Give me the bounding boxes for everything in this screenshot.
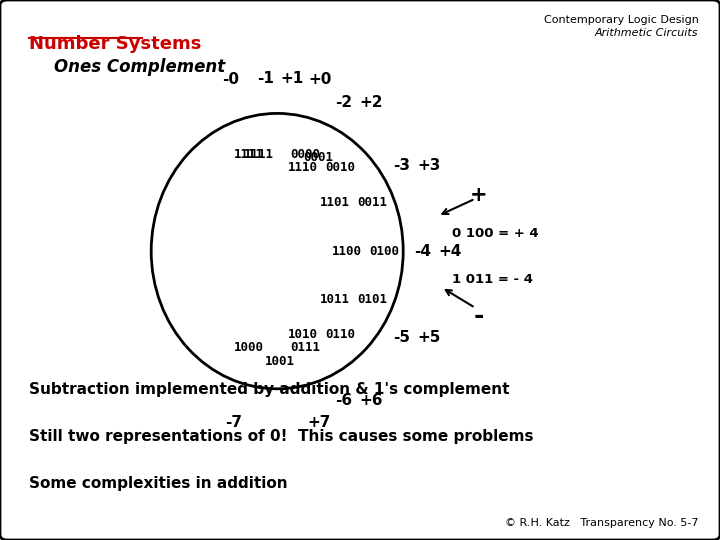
Text: Subtraction implemented by addition & 1's complement: Subtraction implemented by addition & 1'… xyxy=(29,382,509,397)
Ellipse shape xyxy=(151,113,403,389)
Text: 1011: 1011 xyxy=(320,293,350,306)
Text: +3: +3 xyxy=(417,158,441,173)
Text: -2: -2 xyxy=(336,94,352,110)
Text: +2: +2 xyxy=(359,94,383,110)
Text: 1100: 1100 xyxy=(332,245,361,258)
Text: © R.H. Katz   Transparency No. 5-7: © R.H. Katz Transparency No. 5-7 xyxy=(505,518,698,528)
Text: 1110: 1110 xyxy=(288,161,318,174)
Text: 1001: 1001 xyxy=(265,355,295,368)
Text: 0100: 0100 xyxy=(369,245,399,258)
Text: 1101: 1101 xyxy=(320,197,350,210)
Text: 1111: 1111 xyxy=(234,148,264,161)
Text: 0111: 0111 xyxy=(290,341,320,354)
Text: Still two representations of 0!  This causes some problems: Still two representations of 0! This cau… xyxy=(29,429,534,444)
Text: +7: +7 xyxy=(307,415,330,430)
Text: -4: -4 xyxy=(414,244,431,259)
Text: Arithmetic Circuits: Arithmetic Circuits xyxy=(595,28,698,38)
Text: 0101: 0101 xyxy=(357,293,387,306)
Text: 0011: 0011 xyxy=(357,197,387,210)
Text: -5: -5 xyxy=(393,329,410,345)
Text: 1 011 = - 4: 1 011 = - 4 xyxy=(452,273,534,286)
Text: 1010: 1010 xyxy=(288,328,318,341)
Text: Some complexities in addition: Some complexities in addition xyxy=(29,476,287,491)
Text: -1: -1 xyxy=(257,71,274,86)
Text: -7: -7 xyxy=(225,415,243,430)
Text: +: + xyxy=(470,185,487,206)
Text: -0: -0 xyxy=(222,72,239,87)
Text: +0: +0 xyxy=(309,72,332,87)
Text: 0010: 0010 xyxy=(325,161,355,174)
Text: 0110: 0110 xyxy=(325,328,355,341)
Text: 0001: 0001 xyxy=(304,152,333,165)
Text: -: - xyxy=(474,304,484,328)
Text: 1000: 1000 xyxy=(234,341,264,354)
Text: +1: +1 xyxy=(281,71,304,86)
Text: 1111: 1111 xyxy=(243,148,274,161)
Text: Contemporary Logic Design: Contemporary Logic Design xyxy=(544,15,698,25)
Text: Ones Complement: Ones Complement xyxy=(54,58,225,76)
Text: +6: +6 xyxy=(359,393,383,408)
Text: 0 100 = + 4: 0 100 = + 4 xyxy=(452,227,539,240)
Text: -3: -3 xyxy=(393,158,410,173)
Text: +5: +5 xyxy=(417,329,441,345)
Text: -6: -6 xyxy=(336,393,352,408)
Text: +4: +4 xyxy=(438,244,462,259)
Text: Number Systems: Number Systems xyxy=(29,35,201,53)
Text: 0000: 0000 xyxy=(290,148,320,161)
